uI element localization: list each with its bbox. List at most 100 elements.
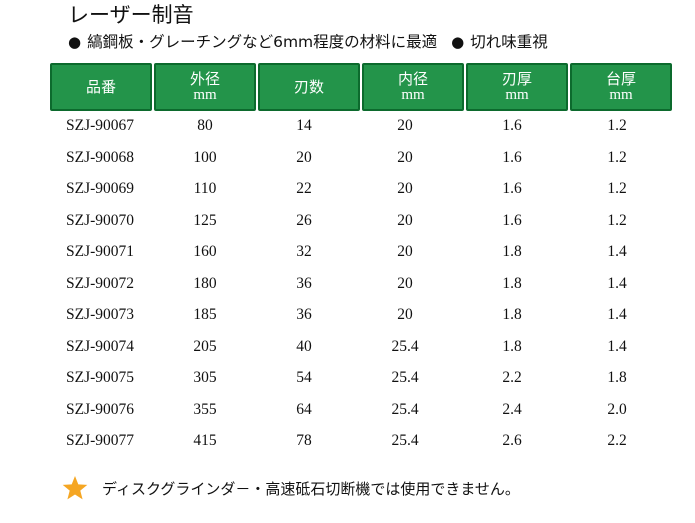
cell-part-number: SZJ-90075 xyxy=(66,369,135,386)
cell-outer-diameter: 180 xyxy=(193,274,217,292)
cell-tooth-count: 22 xyxy=(296,180,312,197)
header-part-number: 品番 xyxy=(50,63,152,111)
cell-blade-thickness: 2.4 xyxy=(502,400,522,418)
cell-outer-diameter: 185 xyxy=(193,306,217,323)
cell-inner-diameter: 20 xyxy=(397,306,413,323)
cell-base-thickness: 1.2 xyxy=(607,211,627,229)
cell-inner-diameter: 20 xyxy=(397,274,413,292)
cell-blade-thickness: 1.8 xyxy=(502,337,522,355)
cell-blade-thickness: 1.8 xyxy=(502,274,522,292)
cell-outer-diameter: 125 xyxy=(193,211,217,229)
table-row: SZJ-90070 125 26 20 1.6 1.2 xyxy=(0,211,695,243)
cell-outer-diameter: 415 xyxy=(193,432,217,449)
table-row: SZJ-90068 100 20 20 1.6 1.2 xyxy=(0,148,695,180)
cell-base-thickness: 1.2 xyxy=(607,180,627,197)
cell-blade-thickness: 2.6 xyxy=(502,432,522,449)
feature-line: ● 縞鋼板・グレーチングなど6mm程度の材料に最適 ● 切れ味重視 xyxy=(68,31,548,53)
cell-base-thickness: 2.2 xyxy=(607,432,627,449)
cell-inner-diameter: 20 xyxy=(397,117,413,134)
cell-part-number: SZJ-90076 xyxy=(66,400,135,418)
header-inner-diameter: 内径 mm xyxy=(362,63,464,111)
cell-blade-thickness: 1.6 xyxy=(502,211,522,229)
table-row: SZJ-90075 305 54 25.4 2.2 1.8 xyxy=(0,368,695,400)
cell-inner-diameter: 25.4 xyxy=(391,369,419,386)
cell-outer-diameter: 110 xyxy=(193,180,217,197)
table-row: SZJ-90067 80 14 20 1.6 1.2 xyxy=(0,116,695,148)
header-blade-thickness: 刃厚 mm xyxy=(466,63,568,111)
materials-text: 縞鋼板・グレーチングなど6mm程度の材料に最適 xyxy=(87,33,438,51)
usage-note: ディスクグラインダ－・高速砥石切断機では使用できません。 xyxy=(62,475,520,501)
cell-base-thickness: 1.8 xyxy=(607,369,627,386)
header-unit: mm xyxy=(505,87,529,103)
cell-base-thickness: 2.0 xyxy=(607,400,627,418)
header-outer-diameter: 外径 mm xyxy=(154,63,256,111)
bullet-icon: ● xyxy=(68,33,82,51)
cell-part-number: SZJ-90069 xyxy=(66,180,135,197)
star-icon xyxy=(62,476,88,500)
cell-tooth-count: 26 xyxy=(296,211,312,229)
cell-part-number: SZJ-90070 xyxy=(66,211,135,229)
header-label: 内径 xyxy=(397,70,428,88)
cell-part-number: SZJ-90077 xyxy=(66,432,135,449)
cell-outer-diameter: 160 xyxy=(193,243,217,260)
cell-inner-diameter: 20 xyxy=(397,211,413,229)
cell-tooth-count: 20 xyxy=(296,148,312,166)
cell-part-number: SZJ-90072 xyxy=(66,274,135,292)
cell-inner-diameter: 20 xyxy=(397,243,413,260)
table-row: SZJ-90073 185 36 20 1.8 1.4 xyxy=(0,305,695,337)
cell-outer-diameter: 205 xyxy=(193,337,217,355)
cell-base-thickness: 1.2 xyxy=(607,117,627,134)
cell-tooth-count: 40 xyxy=(296,337,312,355)
cell-blade-thickness: 1.6 xyxy=(502,148,522,166)
cell-inner-diameter: 20 xyxy=(397,148,413,166)
cell-blade-thickness: 1.6 xyxy=(502,180,522,197)
header-label: 刃数 xyxy=(293,77,324,96)
cell-part-number: SZJ-90073 xyxy=(66,306,135,323)
cell-part-number: SZJ-90074 xyxy=(66,337,135,355)
cell-tooth-count: 32 xyxy=(296,243,312,260)
header-unit: mm xyxy=(401,87,425,103)
header-label: 品番 xyxy=(85,77,116,96)
header-unit: mm xyxy=(609,87,633,103)
table-row: SZJ-90074 205 40 25.4 1.8 1.4 xyxy=(0,337,695,369)
cell-tooth-count: 14 xyxy=(296,117,312,134)
cell-outer-diameter: 100 xyxy=(193,148,217,166)
cell-tooth-count: 54 xyxy=(296,369,312,386)
cell-part-number: SZJ-90067 xyxy=(66,117,135,134)
cell-base-thickness: 1.2 xyxy=(607,148,627,166)
cell-outer-diameter: 305 xyxy=(193,369,217,386)
cell-blade-thickness: 1.8 xyxy=(502,243,522,260)
cell-outer-diameter: 355 xyxy=(193,400,217,418)
header-label: 外径 xyxy=(189,70,220,88)
header-label: 刃厚 xyxy=(501,70,532,88)
header-unit: mm xyxy=(193,87,217,103)
table-row: SZJ-90071 160 32 20 1.8 1.4 xyxy=(0,242,695,274)
header-base-thickness: 台厚 mm xyxy=(570,63,672,111)
table-row: SZJ-90072 180 36 20 1.8 1.4 xyxy=(0,274,695,306)
cell-blade-thickness: 1.8 xyxy=(502,306,522,323)
cell-base-thickness: 1.4 xyxy=(607,337,627,355)
bullet-icon: ● xyxy=(451,33,465,51)
table-row: SZJ-90069 110 22 20 1.6 1.2 xyxy=(0,179,695,211)
cell-tooth-count: 64 xyxy=(296,400,312,418)
cell-blade-thickness: 1.6 xyxy=(502,117,522,134)
cell-part-number: SZJ-90068 xyxy=(66,148,135,166)
header-tooth-count: 刃数 xyxy=(258,63,360,111)
cell-base-thickness: 1.4 xyxy=(607,243,627,260)
feature-text: 切れ味重視 xyxy=(470,33,548,51)
note-text: ディスクグラインダ－・高速砥石切断機では使用できません。 xyxy=(102,479,520,498)
cell-base-thickness: 1.4 xyxy=(607,274,627,292)
cell-inner-diameter: 20 xyxy=(397,180,413,197)
cell-inner-diameter: 25.4 xyxy=(391,337,419,355)
cell-base-thickness: 1.4 xyxy=(607,306,627,323)
header-label: 台厚 xyxy=(605,70,636,88)
table-row: SZJ-90076 355 64 25.4 2.4 2.0 xyxy=(0,400,695,432)
cell-tooth-count: 78 xyxy=(296,432,312,449)
cell-outer-diameter: 80 xyxy=(197,117,213,134)
page-title: レーザー制音 xyxy=(68,3,194,27)
cell-tooth-count: 36 xyxy=(296,306,312,323)
cell-tooth-count: 36 xyxy=(296,274,312,292)
cell-inner-diameter: 25.4 xyxy=(391,400,419,418)
cell-blade-thickness: 2.2 xyxy=(502,369,522,386)
cell-inner-diameter: 25.4 xyxy=(391,432,419,449)
